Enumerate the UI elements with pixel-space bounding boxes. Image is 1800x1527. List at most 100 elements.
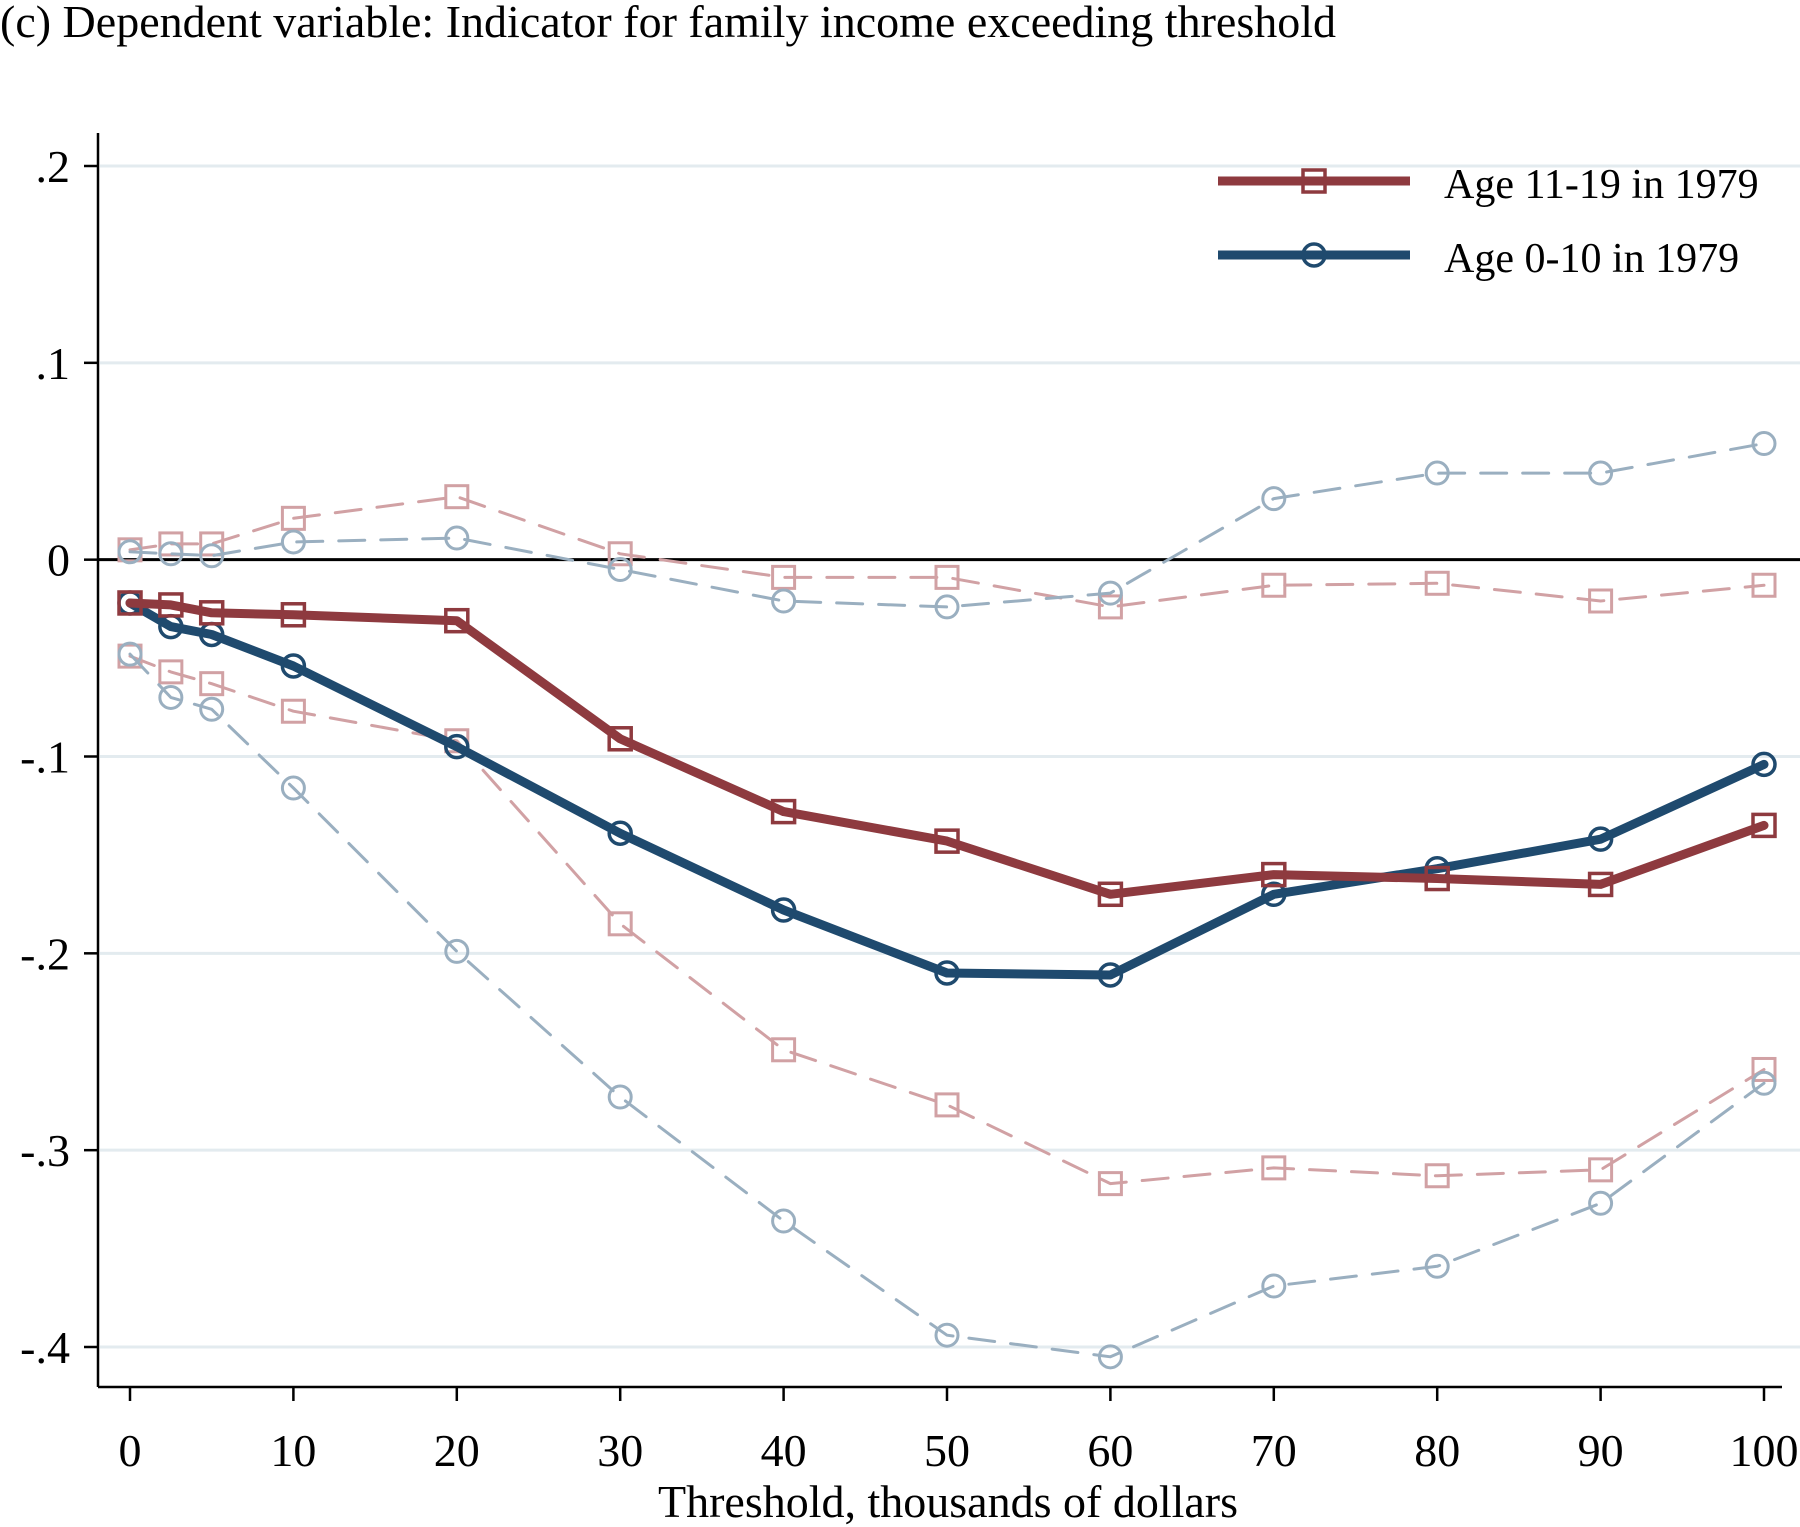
estimate-point: [1097, 962, 1124, 988]
estimate-point: [1097, 881, 1124, 908]
x-tick-label: 80: [1414, 1425, 1460, 1476]
ci-point: [1097, 580, 1123, 606]
estimate-point: [1424, 865, 1450, 892]
ci-point: [1424, 1253, 1450, 1279]
ci-point: [934, 1092, 960, 1118]
axis-layer: .2 .1 0 -.1 -.2 -.3 -.4 0 10 20 30 40 50 60 70 80 90 100: [20, 133, 1800, 1476]
ci-point: [199, 543, 225, 569]
ci-point: [934, 564, 960, 590]
grid-layer: [100, 164, 1800, 1349]
estimate-point: [770, 897, 797, 923]
y-tick-label: .2: [36, 141, 71, 192]
ci-point: [280, 775, 306, 801]
estimate-point: [607, 820, 633, 847]
ci-point: [1588, 1157, 1614, 1183]
ci-point: [1588, 1190, 1614, 1216]
estimate-point: [1587, 826, 1614, 852]
ci-point: [158, 541, 184, 567]
confidence-interval-layer: [117, 431, 1777, 1370]
estimate-point: [198, 600, 225, 626]
y-tick-label: -.2: [20, 928, 70, 979]
ci-point: [771, 1208, 797, 1234]
ci-point: [444, 484, 470, 510]
ci-point: [117, 539, 143, 565]
ci-point: [158, 531, 184, 557]
estimate-point: [444, 733, 470, 760]
legend-swatch-marker: [1301, 242, 1327, 268]
ci-point: [280, 698, 306, 724]
ci-point: [1424, 570, 1450, 596]
ci-point: [771, 1037, 797, 1063]
estimate-point: [280, 602, 307, 628]
ci-point: [607, 541, 633, 567]
x-tick-label: 20: [434, 1425, 480, 1476]
x-tick-label: 30: [597, 1425, 643, 1476]
legend-label: Age 11-19 in 1979: [1444, 162, 1759, 208]
ci-series-line: [128, 442, 1766, 609]
estimate-point: [607, 726, 633, 752]
y-tick-label: 0: [47, 535, 70, 586]
ci-point: [444, 525, 470, 551]
ci-point: [1261, 1273, 1287, 1299]
y-tick-label: -.4: [20, 1322, 70, 1373]
ci-point: [199, 696, 225, 722]
estimate-point: [280, 653, 307, 679]
ci-series-line: [128, 654, 1766, 1186]
ci-point: [1588, 460, 1614, 486]
estimate-point: [934, 828, 960, 854]
ci-series-line: [128, 652, 1766, 1359]
x-axis-title: Threshold, thousands of dollars: [658, 1476, 1238, 1527]
estimate-point: [1261, 881, 1287, 908]
ci-point: [1097, 594, 1123, 620]
ci-point: [1424, 460, 1450, 486]
y-tick-label: -.3: [20, 1125, 70, 1176]
ci-point: [1751, 431, 1777, 457]
ci-point: [1751, 1070, 1777, 1096]
ci-point: [1097, 1344, 1123, 1370]
ci-point: [607, 911, 633, 937]
ci-point: [771, 588, 797, 614]
x-tick-label: 70: [1251, 1425, 1297, 1476]
ci-point: [280, 529, 306, 555]
ci-point: [1751, 1056, 1777, 1082]
ci-point: [199, 671, 225, 697]
estimate-layer: [117, 590, 1777, 988]
chart-title: (c) Dependent variable: Indicator for fa…: [0, 0, 1336, 47]
ci-point: [199, 531, 225, 557]
ci-point: [1261, 486, 1287, 512]
ci-point: [280, 505, 306, 531]
x-tick-label: 90: [1578, 1425, 1624, 1476]
y-tick-label: -.1: [20, 732, 70, 783]
legend-swatch-marker: [1301, 168, 1327, 194]
estimate-point: [158, 592, 184, 618]
x-tick-label: 10: [270, 1425, 316, 1476]
ci-point: [607, 1084, 633, 1110]
x-tick-label: 100: [1730, 1425, 1799, 1476]
ci-point: [771, 564, 797, 590]
estimate-point: [444, 607, 470, 634]
ci-point: [117, 641, 143, 667]
ci-point: [1097, 1171, 1123, 1197]
estimate-point: [1751, 812, 1777, 839]
ci-point: [1424, 1163, 1450, 1189]
estimate-point: [934, 960, 960, 986]
ci-series-line: [128, 495, 1766, 609]
y-tick-label: .1: [36, 338, 71, 389]
ci-point: [934, 594, 960, 620]
ci-point: [607, 557, 633, 583]
x-tick-label: 0: [119, 1425, 142, 1476]
legend: Age 11-19 in 1979 Age 0-10 in 1979: [1218, 162, 1759, 282]
ci-point: [1751, 572, 1777, 598]
ci-point: [158, 684, 184, 710]
estimate-series-line: [125, 598, 1769, 980]
estimate-point: [770, 798, 797, 825]
ci-point: [934, 1322, 960, 1348]
estimate-point: [117, 590, 143, 616]
x-tick-label: 40: [761, 1425, 807, 1476]
ci-point: [444, 938, 470, 964]
estimate-series-line: [125, 598, 1769, 899]
ci-point: [1261, 572, 1287, 598]
ci-point: [1261, 1155, 1287, 1181]
estimate-point: [1587, 871, 1614, 898]
